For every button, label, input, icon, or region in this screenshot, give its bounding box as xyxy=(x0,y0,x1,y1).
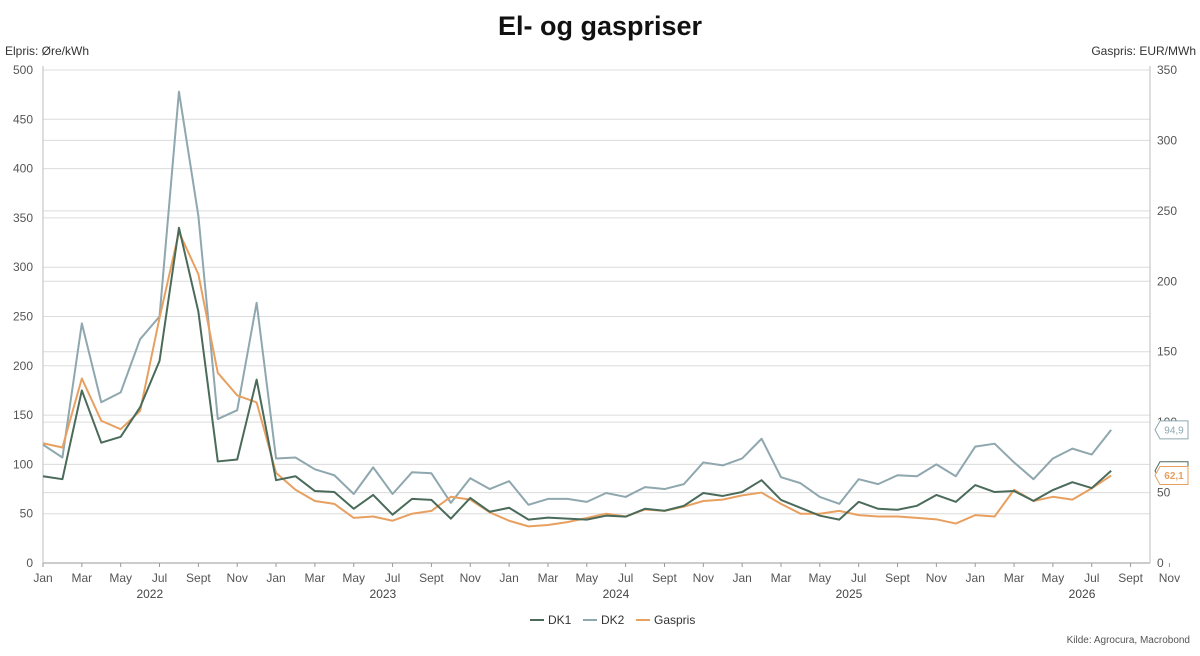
x-month-label: Jan xyxy=(266,571,285,585)
x-month-label: Sept xyxy=(885,571,910,585)
x-month-label: Nov xyxy=(926,571,947,585)
chart-title: El- og gaspriser xyxy=(498,11,703,41)
x-month-label: Mar xyxy=(72,571,93,585)
legend: DK1 DK2 Gaspris xyxy=(530,613,695,627)
left-tick-label: 300 xyxy=(13,260,33,274)
x-year-label: 2023 xyxy=(370,587,397,601)
right-tick-label: 0 xyxy=(1157,556,1164,570)
right-tick-label: 50 xyxy=(1157,486,1171,500)
x-month-label: Jul xyxy=(385,571,400,585)
end-tag-gaspris: 62,1 xyxy=(1154,466,1189,486)
x-year-label: 2025 xyxy=(836,587,863,601)
x-month-label: Mar xyxy=(538,571,559,585)
series-line-dk1 xyxy=(42,226,1112,521)
x-month-label: Sept xyxy=(652,571,677,585)
x-month-label: May xyxy=(575,571,598,585)
legend-item-dk2: DK2 xyxy=(583,613,625,627)
x-month-label: May xyxy=(1042,571,1065,585)
x-month-label: Sept xyxy=(186,571,211,585)
left-tick-label: 0 xyxy=(26,556,33,570)
end-tag-box xyxy=(1154,466,1189,486)
x-month-label: Mar xyxy=(305,571,326,585)
left-tick-label: 50 xyxy=(20,507,34,521)
x-month-label: Jul xyxy=(851,571,866,585)
x-month-label: Jan xyxy=(966,571,985,585)
x-year-label: 2026 xyxy=(1069,587,1096,601)
left-axis-label: Elpris: Øre/kWh xyxy=(5,44,89,58)
legend-item-dk1: DK1 xyxy=(530,613,572,627)
x-month-label: Jul xyxy=(1084,571,1099,585)
left-tick-label: 350 xyxy=(13,211,33,225)
x-year-label: 2024 xyxy=(603,587,630,601)
right-tick-label: 200 xyxy=(1157,274,1177,288)
left-tick-label: 400 xyxy=(13,162,33,176)
legend-label: Gaspris xyxy=(654,613,695,627)
left-tick-label: 250 xyxy=(13,310,33,324)
x-month-label: Nov xyxy=(1159,571,1180,585)
x-month-label: May xyxy=(342,571,365,585)
x-month-label: Mar xyxy=(771,571,792,585)
legend-label: DK1 xyxy=(548,613,572,627)
axes: 0501001502002503003504004505000501001502… xyxy=(13,63,1180,601)
right-tick-label: 300 xyxy=(1157,133,1177,147)
x-year-label: 2022 xyxy=(136,587,163,601)
x-month-label: Mar xyxy=(1004,571,1025,585)
right-tick-label: 150 xyxy=(1157,345,1177,359)
right-tick-label: 250 xyxy=(1157,204,1177,218)
series-lines xyxy=(42,90,1112,528)
end-tag-dk2: 94,9 xyxy=(1154,420,1189,440)
legend-label: DK2 xyxy=(601,613,625,627)
source-note: Kilde: Agrocura, Macrobond xyxy=(1067,635,1190,646)
end-tag-label: 94,9 xyxy=(1164,425,1184,436)
x-month-label: May xyxy=(109,571,132,585)
left-tick-label: 450 xyxy=(13,112,33,126)
x-month-label: Nov xyxy=(227,571,248,585)
x-month-label: Jan xyxy=(499,571,518,585)
x-month-label: Sept xyxy=(419,571,444,585)
right-tick-label: 350 xyxy=(1157,63,1177,77)
x-month-label: Jul xyxy=(152,571,167,585)
series-line-dk2 xyxy=(42,90,1112,506)
x-month-label: Jul xyxy=(618,571,633,585)
x-month-label: Nov xyxy=(460,571,481,585)
end-tag-box xyxy=(1154,420,1189,440)
x-month-label: Jan xyxy=(732,571,751,585)
x-month-label: Sept xyxy=(1118,571,1143,585)
legend-item-gaspris: Gaspris xyxy=(636,613,695,627)
end-tag-label: 62,1 xyxy=(1164,471,1184,482)
x-month-label: Jan xyxy=(33,571,52,585)
right-axis-label: Gaspris: EUR/MWh xyxy=(1091,44,1196,58)
left-tick-label: 500 xyxy=(13,63,33,77)
left-tick-label: 100 xyxy=(13,457,33,471)
left-tick-label: 150 xyxy=(13,408,33,422)
x-month-label: Nov xyxy=(693,571,714,585)
end-value-tags: 93,694,962,1 xyxy=(1154,420,1189,486)
left-tick-label: 200 xyxy=(13,359,33,373)
x-month-label: May xyxy=(809,571,832,585)
